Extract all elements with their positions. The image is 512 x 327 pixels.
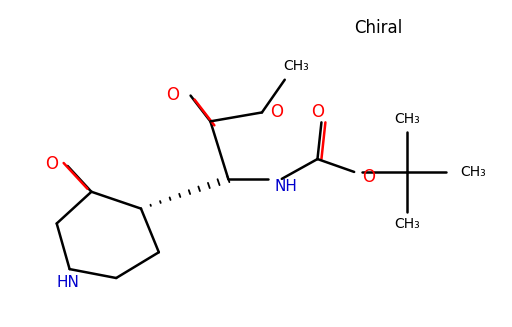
Text: O: O xyxy=(45,155,58,173)
Text: CH₃: CH₃ xyxy=(394,217,419,232)
Text: O: O xyxy=(166,86,179,104)
Text: O: O xyxy=(311,103,324,121)
Text: CH₃: CH₃ xyxy=(460,165,486,179)
Text: O: O xyxy=(362,168,375,186)
Text: O: O xyxy=(270,103,283,121)
Text: Chiral: Chiral xyxy=(354,19,402,37)
Text: HN: HN xyxy=(56,275,79,290)
Text: NH: NH xyxy=(275,179,297,194)
Text: CH₃: CH₃ xyxy=(283,59,309,73)
Text: CH₃: CH₃ xyxy=(394,112,419,126)
